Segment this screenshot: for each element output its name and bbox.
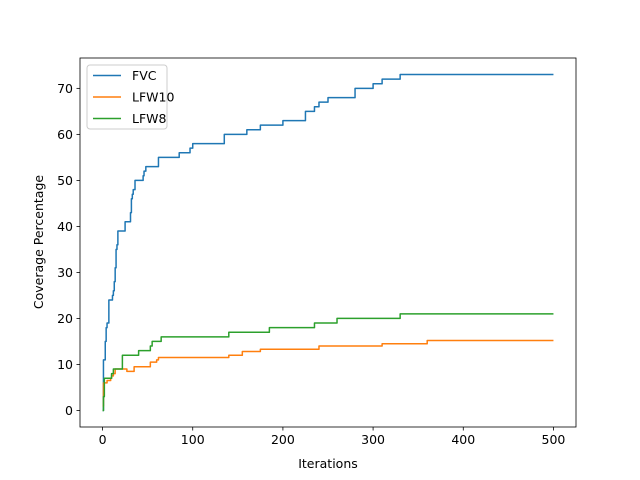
series-lines	[102, 73, 554, 412]
series-line-lfw10	[102, 339, 554, 407]
legend-label-lfw10: LFW10	[132, 90, 174, 105]
y-axis-label: Coverage Percentage	[31, 175, 46, 309]
y-tick-label: 10	[57, 357, 73, 372]
y-tick-label: 50	[57, 173, 73, 188]
y-tick-label: 30	[57, 265, 73, 280]
x-axis-ticks: 0 100 200 300 400 500	[99, 427, 566, 447]
x-tick-label: 300	[361, 432, 385, 447]
y-tick-label: 70	[57, 81, 73, 96]
legend-entries: FVC LFW10 LFW8	[93, 68, 174, 126]
legend-box	[86, 64, 168, 130]
x-tick-label: 200	[271, 432, 295, 447]
y-tick-label: 20	[57, 311, 73, 326]
x-tick-label: 0	[99, 432, 107, 447]
y-axis-ticks: 0 10 20 30 40 50 60 70	[57, 81, 80, 418]
x-tick-label: 400	[451, 432, 475, 447]
x-axis-label: Iterations	[298, 456, 358, 471]
y-tick-label: 60	[57, 127, 73, 142]
series-line-lfw8	[102, 313, 554, 412]
plot-frame	[79, 57, 577, 428]
y-tick-label: 40	[57, 219, 73, 234]
legend: FVC LFW10 LFW8	[86, 64, 174, 130]
x-tick-label: 100	[181, 432, 205, 447]
legend-label-fvc: FVC	[132, 68, 157, 83]
y-tick-label: 0	[65, 403, 73, 418]
x-tick-label: 500	[542, 432, 566, 447]
series-line-fvc	[102, 73, 554, 412]
legend-label-lfw8: LFW8	[132, 111, 167, 126]
